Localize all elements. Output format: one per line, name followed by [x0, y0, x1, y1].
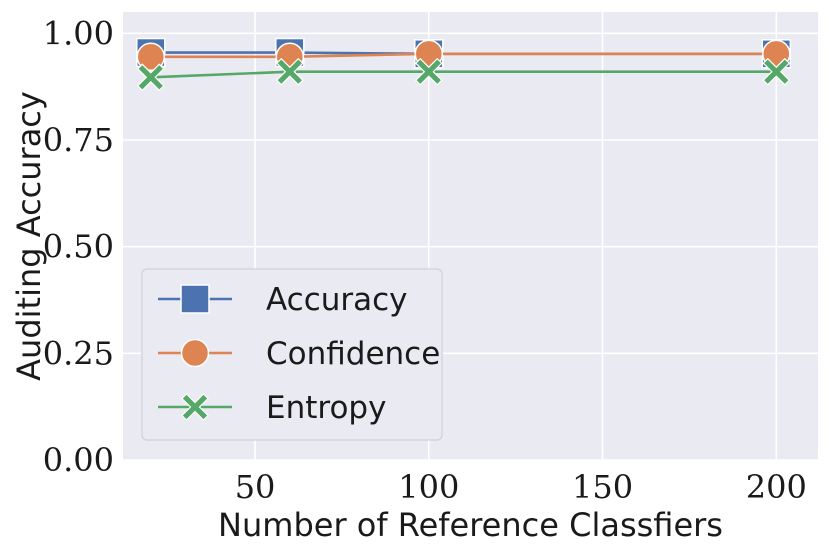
legend-box — [141, 268, 443, 441]
marker-square — [180, 284, 210, 314]
x-tick-label: 100 — [398, 468, 459, 506]
x-axis-label: Number of Reference Classfiers — [218, 506, 723, 544]
legend-label: Entropy — [266, 390, 386, 426]
x-tick-label: 50 — [235, 468, 276, 506]
marker-x — [762, 57, 791, 86]
y-axis-label: Auditing Accuracy — [10, 91, 48, 381]
tick-labels: 0.00 0.25 0.50 0.75 1.00 50 100 150 200 — [43, 14, 807, 506]
series-line — [150, 70, 777, 79]
y-tick-label: 0.75 — [43, 121, 114, 159]
marker-x — [181, 393, 209, 421]
x-tick-label: 200 — [746, 468, 807, 506]
series-layer — [136, 37, 792, 92]
marker-circle — [136, 42, 166, 72]
marker-x — [414, 57, 443, 86]
y-tick-label: 0.00 — [43, 441, 114, 479]
series-line — [150, 52, 777, 59]
y-tick-label: 0.25 — [43, 334, 114, 372]
marker-x — [275, 57, 304, 86]
series-entropy — [136, 57, 791, 92]
legend-label: Accuracy — [266, 282, 408, 318]
legend-item-entropy: Entropy — [158, 390, 386, 426]
marker-x — [136, 63, 165, 92]
y-tick-label: 0.50 — [43, 228, 114, 266]
legend-item-confidence: Confidence — [158, 336, 440, 372]
legend: Accuracy Confidence Entropy — [141, 268, 443, 441]
y-tick-label: 1.00 — [43, 14, 114, 52]
legend-item-accuracy: Accuracy — [158, 282, 408, 318]
marker-circle — [180, 338, 210, 368]
legend-label: Confidence — [266, 336, 440, 372]
x-tick-label: 150 — [572, 468, 633, 506]
